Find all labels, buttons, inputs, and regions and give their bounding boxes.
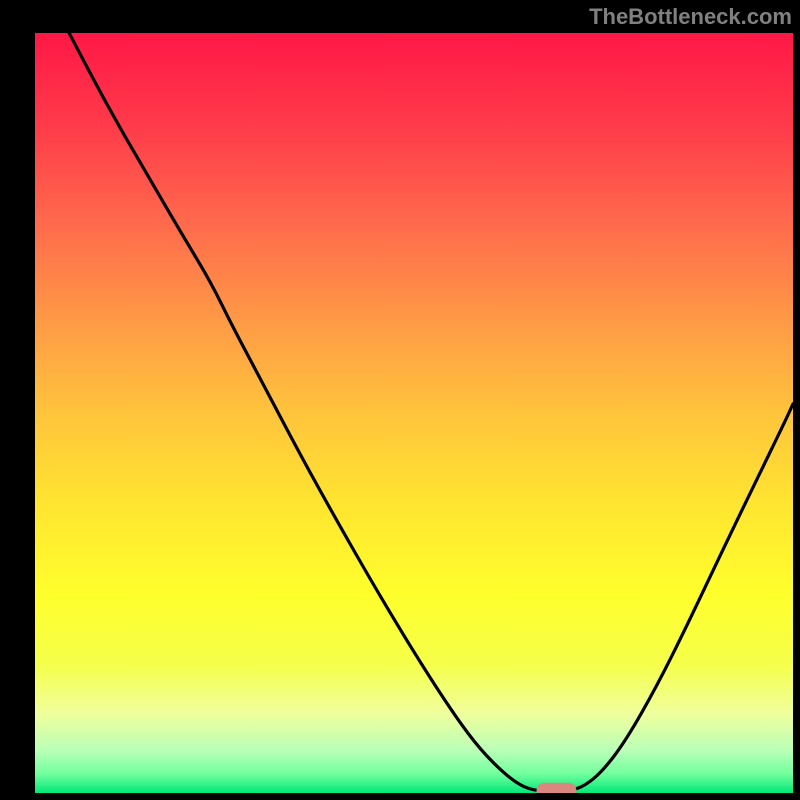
plot-area [35,33,793,793]
bottleneck-curve [69,33,793,791]
watermark-text: TheBottleneck.com [589,4,792,30]
optimal-marker [537,783,577,793]
chart-container: TheBottleneck.com [0,0,800,800]
curve-layer [35,33,793,793]
